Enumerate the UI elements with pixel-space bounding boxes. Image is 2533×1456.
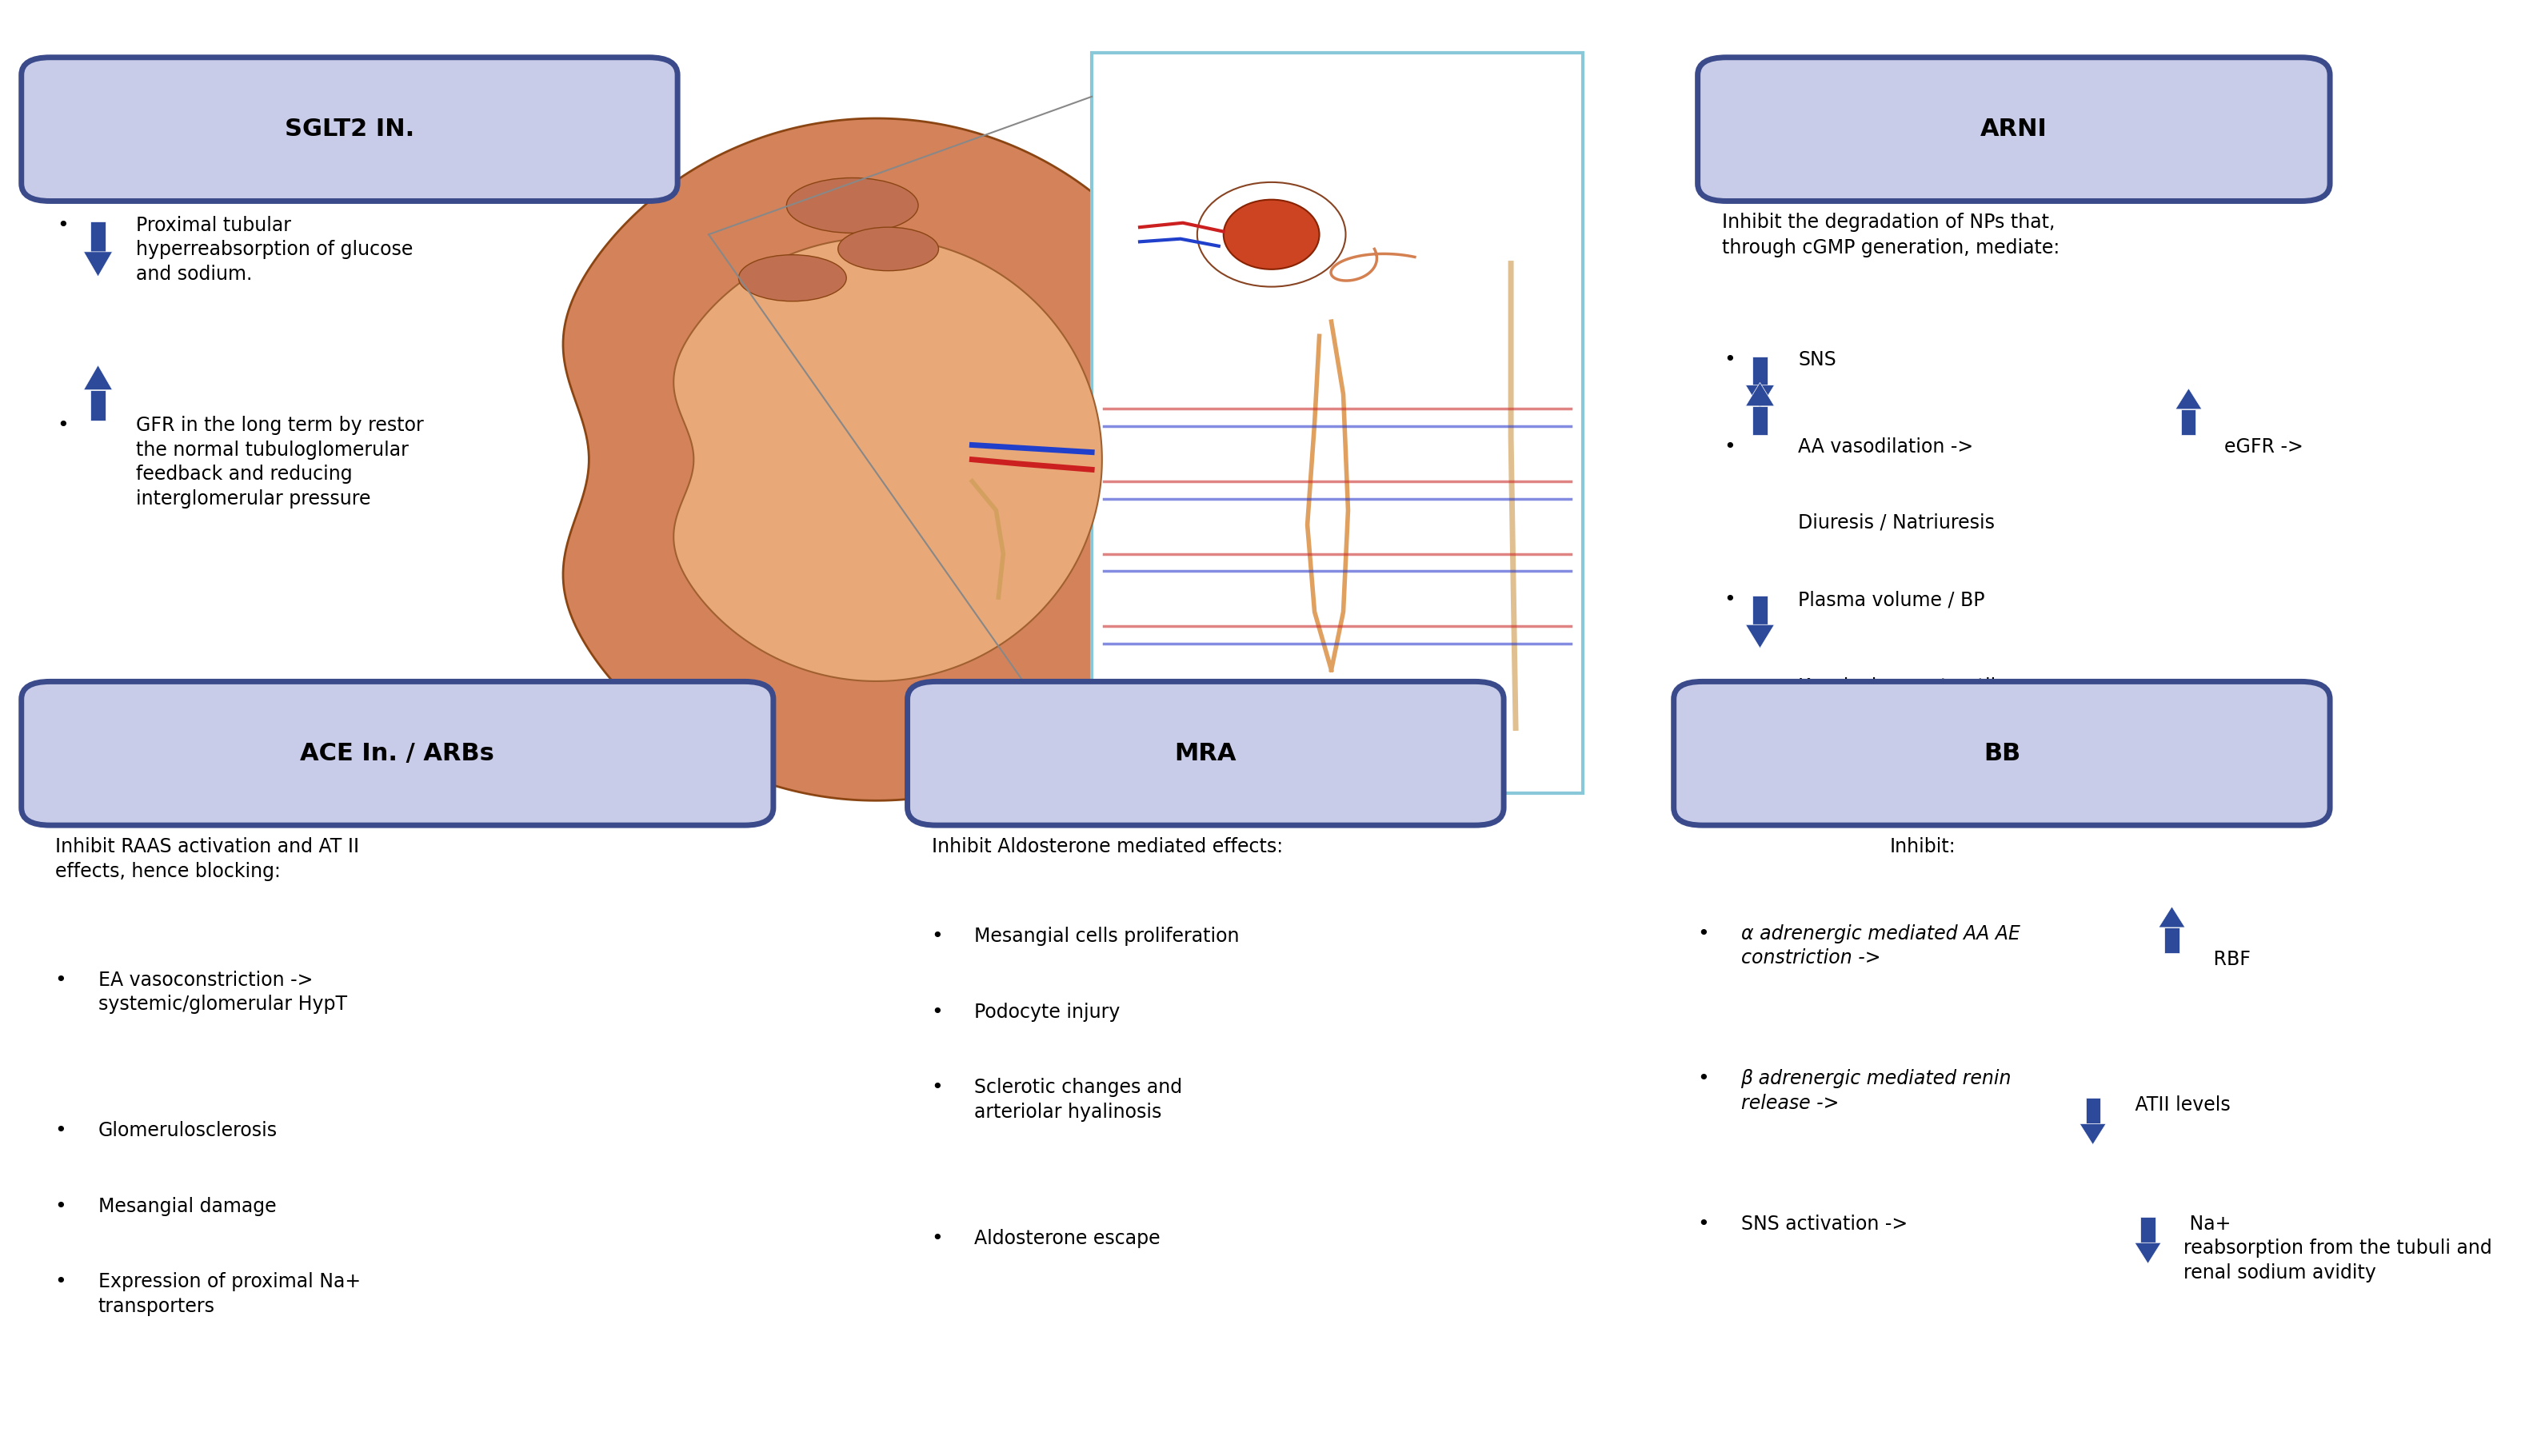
Text: •: • — [1725, 351, 1735, 370]
Text: Diuresis / Natriuresis: Diuresis / Natriuresis — [1798, 513, 1996, 533]
Text: Glomerulosclerosis: Glomerulosclerosis — [99, 1121, 276, 1140]
Text: Inhibit RAAS activation and AT II
effects, hence blocking:: Inhibit RAAS activation and AT II effect… — [56, 837, 360, 881]
Text: Expression of proximal Na+
transporters: Expression of proximal Na+ transporters — [99, 1273, 360, 1316]
Text: ACE In. / ARBs: ACE In. / ARBs — [301, 741, 494, 764]
Text: •: • — [56, 970, 66, 990]
Text: α adrenergic mediated AA AE
constriction ->: α adrenergic mediated AA AE constriction… — [1740, 925, 2019, 968]
Text: β adrenergic mediated renin
release ->: β adrenergic mediated renin release -> — [1740, 1069, 2011, 1112]
Polygon shape — [1753, 596, 1768, 625]
Polygon shape — [1745, 712, 1773, 735]
Text: •: • — [56, 1121, 66, 1140]
Text: Aldosterone escape: Aldosterone escape — [975, 1229, 1160, 1248]
Polygon shape — [84, 252, 111, 277]
Polygon shape — [91, 221, 106, 252]
Text: Inhibit:: Inhibit: — [1890, 837, 1955, 856]
Text: Mesangial cells proliferation: Mesangial cells proliferation — [975, 927, 1239, 946]
Text: •: • — [58, 416, 68, 435]
Text: Sclerotic changes and
arteriolar hyalinosis: Sclerotic changes and arteriolar hyalino… — [975, 1077, 1183, 1121]
Text: Podocyte injury: Podocyte injury — [975, 1002, 1120, 1022]
FancyBboxPatch shape — [1674, 681, 2330, 826]
Text: GFR in the long term by restor
the normal tubuloglomerular
feedback and reducing: GFR in the long term by restor the norma… — [137, 416, 423, 508]
Polygon shape — [1745, 383, 1773, 406]
Text: •: • — [932, 1077, 942, 1096]
Text: SNS: SNS — [1798, 351, 1836, 370]
Text: Kₑ relaxing contractile
mesangial cells: Kₑ relaxing contractile mesangial cells — [1798, 677, 2009, 721]
Text: Inhibit the degradation of NPs that,
through cGMP generation, mediate:: Inhibit the degradation of NPs that, thr… — [1722, 213, 2059, 258]
Text: ARNI: ARNI — [1981, 118, 2047, 141]
Text: RBF: RBF — [2209, 951, 2252, 970]
Polygon shape — [1753, 357, 1768, 386]
Ellipse shape — [1223, 199, 1320, 269]
Text: BB: BB — [1983, 741, 2021, 764]
Text: EA vasoconstriction ->
systemic/glomerular HypT: EA vasoconstriction -> systemic/glomerul… — [99, 970, 347, 1015]
FancyBboxPatch shape — [20, 57, 676, 201]
Polygon shape — [1753, 406, 1768, 435]
Text: ATII levels: ATII levels — [2128, 1095, 2229, 1114]
Text: Proximal tubular
hyperreabsorption of glucose
and sodium.: Proximal tubular hyperreabsorption of gl… — [137, 215, 413, 284]
Polygon shape — [2135, 1243, 2161, 1264]
Ellipse shape — [788, 178, 917, 233]
Text: •: • — [932, 1229, 942, 1248]
Polygon shape — [2158, 907, 2186, 927]
Text: Mesangial damage: Mesangial damage — [99, 1197, 276, 1216]
Text: Plasma volume / BP: Plasma volume / BP — [1798, 590, 1986, 609]
Text: •: • — [1725, 438, 1735, 457]
Polygon shape — [1745, 625, 1773, 648]
FancyBboxPatch shape — [20, 681, 773, 826]
Text: •: • — [56, 1197, 66, 1216]
Text: Na+
reabsorption from the tubuli and
renal sodium avidity: Na+ reabsorption from the tubuli and ren… — [2183, 1214, 2492, 1283]
Text: •: • — [58, 215, 68, 234]
Polygon shape — [84, 365, 111, 390]
Text: •: • — [1697, 925, 1710, 943]
FancyBboxPatch shape — [907, 681, 1505, 826]
Polygon shape — [2181, 409, 2196, 435]
Text: •: • — [1697, 1214, 1710, 1233]
FancyBboxPatch shape — [1697, 57, 2330, 201]
Polygon shape — [1745, 386, 1773, 409]
Polygon shape — [2176, 389, 2201, 409]
Text: MRA: MRA — [1175, 741, 1236, 764]
Text: •: • — [1725, 590, 1735, 609]
Polygon shape — [91, 390, 106, 421]
Text: Inhibit Aldosterone mediated effects:: Inhibit Aldosterone mediated effects: — [932, 837, 1282, 856]
Text: SNS activation ->: SNS activation -> — [1740, 1214, 1907, 1233]
Polygon shape — [2085, 1098, 2100, 1124]
Ellipse shape — [740, 255, 846, 301]
Text: SGLT2 IN.: SGLT2 IN. — [284, 118, 415, 141]
Text: •: • — [1725, 677, 1735, 696]
Ellipse shape — [838, 227, 940, 271]
Polygon shape — [2080, 1124, 2105, 1144]
Polygon shape — [2166, 927, 2178, 954]
Text: eGFR ->: eGFR -> — [2224, 438, 2302, 457]
Text: •: • — [56, 1273, 66, 1291]
Text: •: • — [932, 1002, 942, 1022]
Text: •: • — [1697, 1069, 1710, 1088]
Polygon shape — [562, 118, 1223, 801]
Text: •: • — [932, 927, 942, 946]
Polygon shape — [674, 237, 1102, 681]
Text: AA vasodilation ->: AA vasodilation -> — [1798, 438, 1973, 457]
Polygon shape — [2140, 1217, 2156, 1243]
Polygon shape — [1753, 683, 1768, 712]
FancyBboxPatch shape — [1092, 52, 1583, 794]
